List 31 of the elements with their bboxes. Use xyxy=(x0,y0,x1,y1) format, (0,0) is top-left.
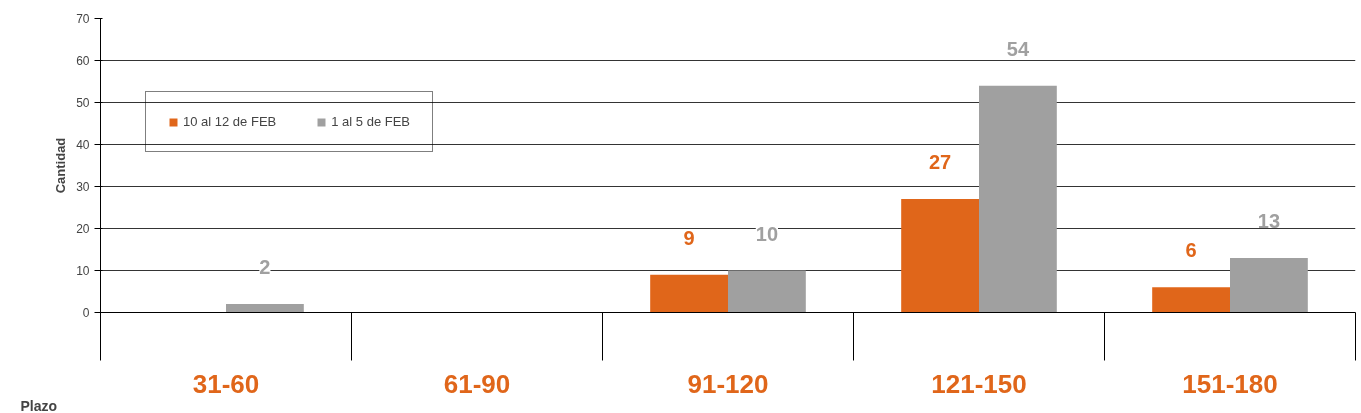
y-tick-label: 70 xyxy=(76,12,90,26)
data-label: 54 xyxy=(1006,37,1030,60)
y-tick-label: 40 xyxy=(76,138,90,152)
y-axis-title: Cantidad xyxy=(53,137,69,194)
legend-label: 1 al 5 de FEB xyxy=(331,114,411,129)
x-tick-label: 121-150 xyxy=(931,368,1027,399)
bar xyxy=(226,304,304,313)
y-tick-label: 50 xyxy=(76,96,90,110)
data-label: 6 xyxy=(1185,239,1197,262)
x-tick-label: 31-60 xyxy=(192,368,260,399)
bar xyxy=(650,274,728,313)
bar xyxy=(979,85,1057,313)
bar xyxy=(1152,287,1230,313)
y-tick-label: 10 xyxy=(76,264,90,278)
bar xyxy=(901,199,979,313)
y-tick-label: 0 xyxy=(82,306,90,320)
data-label: 10 xyxy=(755,222,779,245)
y-tick-label: 60 xyxy=(76,54,90,68)
bar xyxy=(1230,257,1308,313)
x-tick-label: 151-180 xyxy=(1182,368,1278,399)
y-tick-label: 30 xyxy=(76,180,90,194)
legend-label: 10 al 12 de FEB xyxy=(183,114,277,129)
bar xyxy=(728,270,806,313)
x-tick-label: 61-90 xyxy=(443,368,511,399)
data-label: 2 xyxy=(259,256,271,279)
data-label: 9 xyxy=(683,226,695,249)
data-label: 27 xyxy=(928,151,952,174)
y-tick-label: 20 xyxy=(76,222,90,236)
data-label: 13 xyxy=(1257,209,1281,232)
x-tick-label: 91-120 xyxy=(687,368,769,399)
x-axis-title: Plazo xyxy=(20,397,58,413)
